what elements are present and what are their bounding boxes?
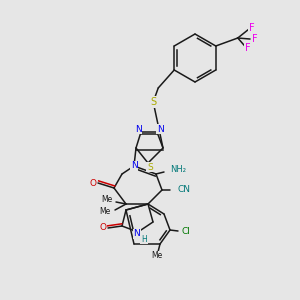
Text: O: O: [89, 178, 97, 188]
Text: S: S: [150, 97, 156, 107]
Text: N: N: [130, 161, 137, 170]
Text: F: F: [252, 34, 258, 44]
Text: O: O: [100, 224, 106, 232]
Text: N: N: [134, 230, 140, 238]
Text: F: F: [245, 43, 250, 53]
Text: Cl: Cl: [182, 227, 191, 236]
Text: H: H: [141, 235, 147, 244]
Text: F: F: [249, 23, 255, 33]
Text: Me: Me: [101, 196, 112, 205]
Text: NH₂: NH₂: [170, 166, 186, 175]
Text: S: S: [147, 163, 153, 172]
Text: N: N: [157, 124, 164, 134]
Text: Me: Me: [152, 251, 163, 260]
Text: Me: Me: [99, 208, 110, 217]
Text: CN: CN: [178, 185, 191, 194]
Text: N: N: [135, 124, 141, 134]
